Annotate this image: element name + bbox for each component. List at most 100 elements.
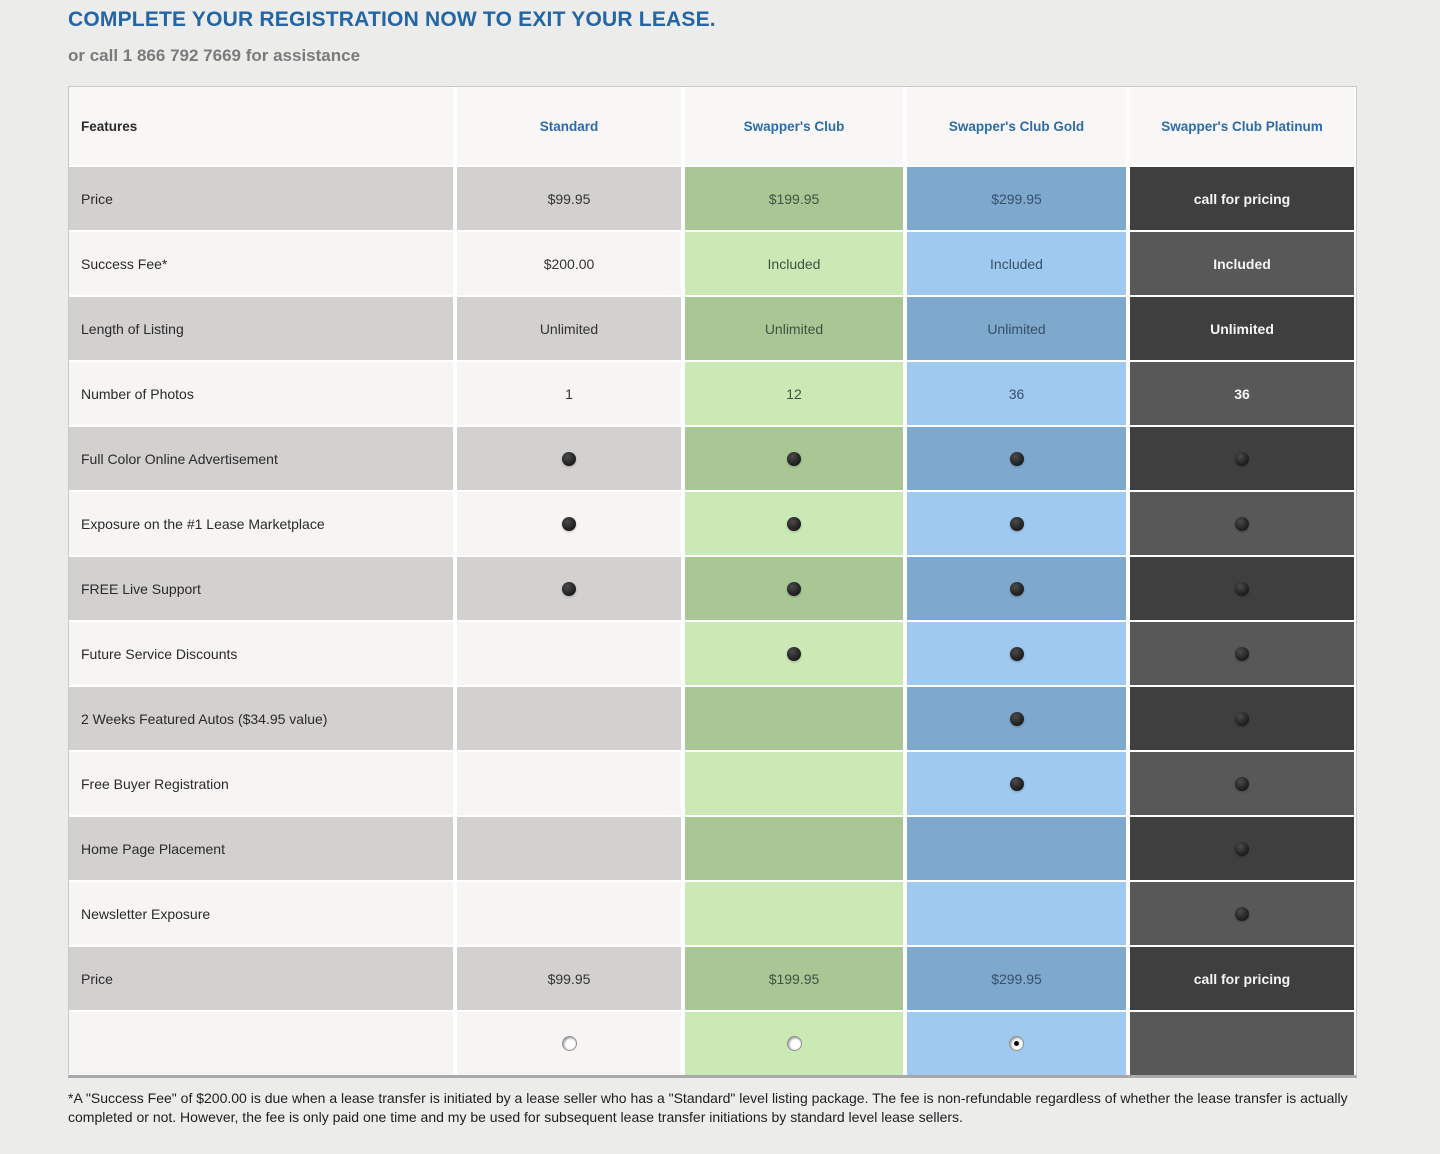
select-plan-radio-standard[interactable] [561,1036,577,1051]
column-header-standard: Standard [457,87,681,165]
table-row: Price $99.95 $199.95 $299.95 call for pricin… [69,167,1356,230]
feature-label-cell: Length of Listing [69,297,453,360]
gold-plan-cell [907,427,1126,490]
platinum-plan-cell [1130,557,1354,620]
standard-plan-cell: $99.95 [457,947,681,1010]
feature-included-dot-icon [1235,906,1249,921]
feature-label-cell: Future Service Discounts [69,622,453,685]
feature-included-dot-icon [1235,516,1249,531]
table-row: Success Fee* $200.00 Included Included Inclu… [69,232,1356,295]
platinum-plan-cell: Included [1130,232,1354,295]
success-fee-footnote: *A "Success Fee" of $200.00 is due when … [68,1090,1348,1126]
club-plan-cell: 12 [685,362,903,425]
gold-plan-cell: $299.95 [907,167,1126,230]
standard-plan-cell [457,622,681,685]
assistance-phone-line: or call 1 866 792 7669 for assistance [68,46,361,65]
platinum-plan-cell [1130,817,1354,880]
feature-included-dot-icon [1235,776,1249,791]
feature-label-cell: Price [69,167,453,230]
table-row: Home Page Placement [69,817,1356,880]
platinum-plan-cell: 36 [1130,362,1354,425]
platinum-plan-cell [1130,492,1354,555]
platinum-plan-cell [1130,1012,1354,1075]
feature-included-dot-icon [1009,776,1024,791]
feature-included-dot-icon [787,646,801,661]
club-plan-cell [685,882,903,945]
feature-label-cell: Home Page Placement [69,817,453,880]
club-plan-cell [685,427,903,490]
platinum-plan-cell [1130,687,1354,750]
feature-label-cell: Exposure on the #1 Lease Marketplace [69,492,453,555]
club-plan-cell [685,1012,903,1075]
table-row: Number of Photos 1 12 36 36 [69,362,1356,425]
feature-included-dot-icon [1009,451,1024,466]
club-plan-cell [685,687,903,750]
feature-included-dot-icon [1235,711,1249,726]
table-header-row: Features Standard Swapper's Club Swapper… [69,87,1356,165]
standard-plan-cell: Unlimited [457,297,681,360]
feature-label-cell: Number of Photos [69,362,453,425]
feature-label-cell: Free Buyer Registration [69,752,453,815]
feature-included-dot-icon [1235,646,1249,661]
club-plan-cell [685,622,903,685]
gold-plan-cell [907,687,1126,750]
gold-plan-cell [907,1012,1126,1075]
select-plan-radio-gold[interactable] [1009,1036,1024,1051]
table-row: 2 Weeks Featured Autos ($34.95 value) [69,687,1356,750]
standard-plan-cell: $99.95 [457,167,681,230]
feature-included-dot-icon [1009,581,1024,596]
club-plan-cell: Included [685,232,903,295]
table-row [69,1012,1356,1075]
feature-included-dot-icon [1009,516,1024,531]
gold-plan-cell [907,557,1126,620]
platinum-plan-cell [1130,752,1354,815]
club-plan-cell [685,817,903,880]
club-plan-cell: $199.95 [685,167,903,230]
feature-included-dot-icon [562,581,576,596]
club-plan-cell [685,752,903,815]
gold-plan-cell [907,882,1126,945]
feature-label-cell: Price [69,947,453,1010]
platinum-plan-cell: Unlimited [1130,297,1354,360]
standard-plan-cell: $200.00 [457,232,681,295]
gold-plan-cell: Unlimited [907,297,1126,360]
feature-included-dot-icon [787,581,801,596]
column-header-swappers-club-platinum: Swapper's Club Platinum [1130,87,1354,165]
table-row: Price $99.95 $199.95 $299.95 call for pricin… [69,947,1356,1010]
club-plan-cell: Unlimited [685,297,903,360]
gold-plan-cell: $299.95 [907,947,1126,1010]
table-row: FREE Live Support [69,557,1356,620]
table-row: Future Service Discounts [69,622,1356,685]
feature-included-dot-icon [1235,451,1249,466]
club-plan-cell [685,557,903,620]
platinum-plan-cell [1130,427,1354,490]
column-header-swappers-club-gold: Swapper's Club Gold [907,87,1126,165]
pricing-comparison-table: Features Standard Swapper's Club Swapper… [68,86,1357,1078]
feature-included-dot-icon [1009,711,1024,726]
page-title: COMPLETE YOUR REGISTRATION NOW TO EXIT Y… [68,8,716,31]
platinum-plan-cell [1130,882,1354,945]
gold-plan-cell [907,622,1126,685]
feature-included-dot-icon [1235,841,1249,856]
gold-plan-cell: Included [907,232,1126,295]
gold-plan-cell [907,752,1126,815]
platinum-plan-cell: call for pricing [1130,947,1354,1010]
feature-included-dot-icon [1235,581,1249,596]
standard-plan-cell [457,882,681,945]
standard-plan-cell [457,752,681,815]
column-header-swappers-club: Swapper's Club [685,87,903,165]
feature-included-dot-icon [1009,646,1024,661]
table-row: Full Color Online Advertisement [69,427,1356,490]
select-plan-radio-club[interactable] [786,1036,802,1051]
standard-plan-cell [457,492,681,555]
feature-label-cell: Success Fee* [69,232,453,295]
feature-included-dot-icon [787,451,801,466]
feature-included-dot-icon [562,451,576,466]
feature-included-dot-icon [787,516,801,531]
club-plan-cell [685,492,903,555]
table-row: Newsletter Exposure [69,882,1356,945]
feature-label-cell [69,1012,453,1075]
standard-plan-cell: 1 [457,362,681,425]
feature-label-cell: 2 Weeks Featured Autos ($34.95 value) [69,687,453,750]
table-row: Length of Listing Unlimited Unlimited Unlim… [69,297,1356,360]
